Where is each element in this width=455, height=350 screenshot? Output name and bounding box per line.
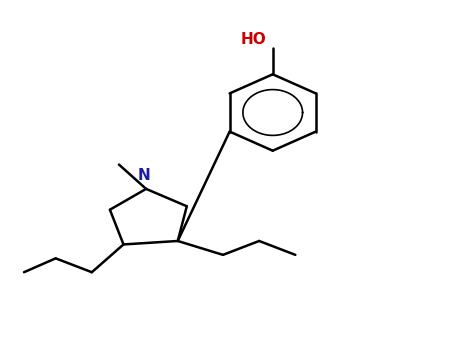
Text: HO: HO xyxy=(240,32,266,47)
Text: N: N xyxy=(137,168,150,183)
